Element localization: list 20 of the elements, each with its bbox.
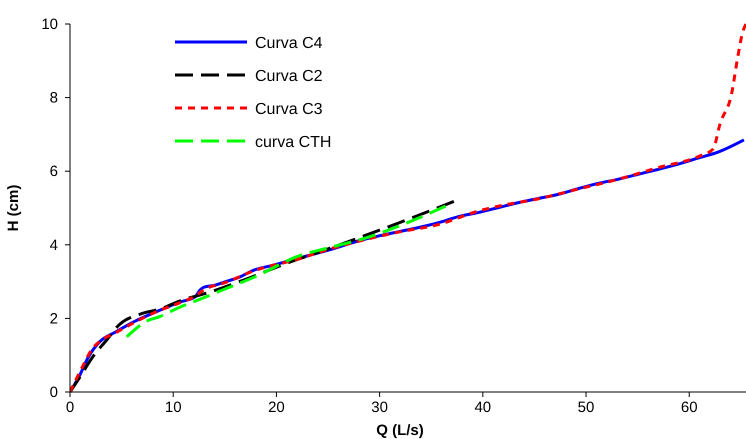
x-tick-label: 30 [371,399,388,416]
x-tick-label: 20 [268,399,285,416]
x-axis-title: Q (L/s) [376,422,424,439]
x-tick-label: 40 [474,399,492,416]
x-tick-label: 60 [680,399,698,416]
x-tick-label: 50 [578,399,594,416]
legend-label: Curva C2 [255,68,323,85]
y-tick-label: 6 [50,163,58,180]
legend-label: Curva C3 [255,101,323,118]
y-axis-title: H (cm) [5,184,22,232]
y-tick-label: 10 [41,16,58,33]
y-tick-label: 8 [50,90,58,107]
legend-label: Curva C4 [255,35,323,52]
x-tick-label: 0 [66,399,74,416]
y-tick-label: 4 [50,236,58,254]
y-tick-label: 0 [50,384,58,401]
y-tick-label: 2 [50,310,58,328]
line-series [125,204,448,338]
legend-label: curva CTH [255,134,332,151]
x-tick-label: 10 [164,399,182,416]
